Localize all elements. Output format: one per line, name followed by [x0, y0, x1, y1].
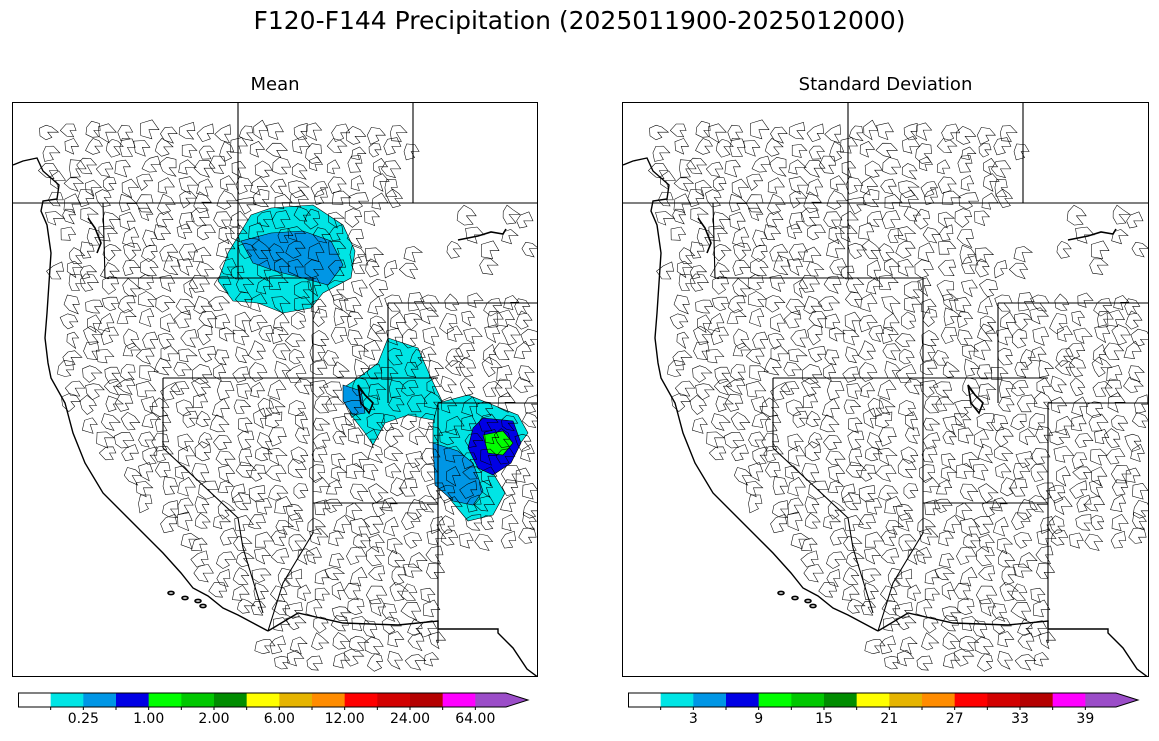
- colorbar-swatch: [987, 693, 1021, 707]
- basin-map-svg: [13, 103, 537, 676]
- colorbar-tick-label: 2.00: [198, 711, 230, 727]
- colorbar-swatch: [954, 693, 988, 707]
- colorbar-swatch: [312, 693, 346, 707]
- colorbar-tick-label: 21: [880, 711, 899, 727]
- colorbar-tick-label: 1.00: [133, 711, 165, 727]
- colorbar-tick-label: 33: [1011, 711, 1029, 727]
- coastline: [13, 157, 269, 632]
- colorbar-swatch: [116, 693, 150, 707]
- southern-border: [877, 612, 1148, 676]
- colorbar-tick-label: 15: [815, 711, 833, 727]
- colorbar-swatch: [889, 693, 923, 707]
- lakes: [697, 217, 1117, 609]
- std-map: [622, 102, 1149, 677]
- precip-region-northern-idaho-core: [240, 230, 344, 286]
- colorbar-swatch: [824, 693, 858, 707]
- colorbar-swatch: [246, 693, 280, 707]
- colorbar-swatch: [791, 693, 825, 707]
- mean-colorbar: [18, 692, 530, 710]
- colorbar-tick-label: 27: [945, 711, 964, 727]
- colorbar-tick-label: 9: [754, 711, 764, 727]
- colorbar-swatch: [83, 693, 117, 707]
- state-borders: [623, 103, 1148, 643]
- std-colorbar: [628, 692, 1140, 710]
- colorbar-tick-label: 6.00: [263, 711, 295, 727]
- coastline: [623, 157, 879, 632]
- colorbar-tick-label: 64.00: [455, 711, 496, 727]
- colorbar-swatch: [344, 693, 378, 707]
- colorbar-swatch: [214, 693, 248, 707]
- colorbar-outline: [18, 692, 530, 708]
- mean-map: [12, 102, 538, 677]
- colorbar-swatch: [628, 693, 662, 707]
- std-panel-title: Standard Deviation: [798, 74, 973, 95]
- colorbar-swatch: [726, 693, 760, 707]
- lakes: [87, 217, 507, 609]
- colorbar-outline: [628, 692, 1140, 708]
- colorbar-swatch: [1020, 693, 1054, 707]
- colorbar-swatch: [758, 693, 792, 707]
- colorbar-tick-label: 12.00: [324, 711, 365, 727]
- colorbar-swatch: [856, 693, 890, 707]
- colorbar-swatch: [442, 693, 476, 707]
- figure-title: F120-F144 Precipitation (2025011900-2025…: [253, 6, 906, 35]
- colorbar-swatch: [660, 693, 694, 707]
- colorbar-swatch: [279, 693, 313, 707]
- colorbar-tick-label: 0.25: [67, 711, 99, 727]
- mean-colorbar-ticks: 0.25 1.00 2.00 6.00 12.00 24.00 64.00: [18, 711, 538, 731]
- colorbar-swatch: [181, 693, 215, 707]
- colorbar-tick-label: 39: [1076, 711, 1095, 727]
- colorbar-swatch: [1052, 693, 1086, 707]
- colorbar-swatch: [410, 693, 444, 707]
- basin-map-svg: [623, 103, 1148, 676]
- colorbar-swatch: [18, 693, 52, 707]
- colorbar-swatch: [377, 693, 411, 707]
- colorbar-swatch: [475, 693, 528, 707]
- southern-border: [267, 612, 537, 676]
- colorbar-tick-label: 3: [688, 711, 698, 727]
- mean-panel-title: Mean: [250, 74, 300, 95]
- colorbar-swatch: [1085, 693, 1138, 707]
- colorbar-tick-label: 24.00: [389, 711, 431, 727]
- std-colorbar-ticks: 3 9 15 21 27 33 39: [628, 711, 1148, 731]
- colorbar-swatch: [922, 693, 956, 707]
- colorbar-swatch: [50, 693, 84, 707]
- basin-boundaries: [648, 119, 1148, 672]
- state-borders: [13, 103, 537, 643]
- colorbar-swatch: [148, 693, 182, 707]
- colorbar-swatch: [693, 693, 727, 707]
